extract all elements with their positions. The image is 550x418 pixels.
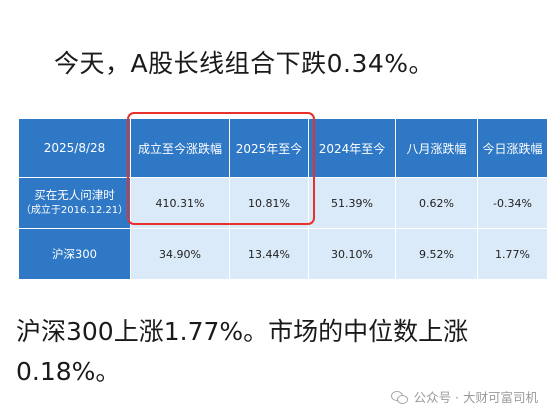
row-name: 买在无人问津时	[34, 188, 115, 202]
summary-line: 沪深300上涨1.77%。市场的中位数上涨	[16, 317, 469, 346]
headline: 今天，A股长线组合下跌0.34%。	[54, 49, 435, 78]
table-header-row: 2025/8/28 成立至今涨跌幅 2025年至今 2024年至今 八月涨跌幅 …	[18, 118, 548, 178]
table-cell: 410.31%	[130, 177, 230, 229]
table-corner-date: 2025/8/28	[18, 118, 131, 178]
column-header: 2024年至今	[308, 118, 396, 178]
table-cell: 9.52%	[395, 228, 478, 280]
summary-line: 0.18%。	[16, 357, 121, 386]
summary-paragraph: 沪深300上涨1.77%。市场的中位数上涨 0.18%。	[16, 312, 536, 392]
table-cell: -0.34%	[477, 177, 548, 229]
column-header: 成立至今涨跌幅	[130, 118, 230, 178]
column-header: 2025年至今	[229, 118, 309, 178]
watermark: 公众号 · 大财可富司机	[390, 387, 538, 406]
column-header: 八月涨跌幅	[395, 118, 478, 178]
column-header: 今日涨跌幅	[477, 118, 548, 178]
row-subtitle: （成立于2016.12.21）	[20, 205, 129, 216]
table-cell: 34.90%	[130, 228, 230, 280]
wechat-icon	[390, 390, 408, 404]
row-name: 沪深300	[52, 247, 97, 261]
watermark-text: 公众号 · 大财可富司机	[413, 390, 538, 405]
table-row: 买在无人问津时 （成立于2016.12.21） 410.31% 10.81% 5…	[18, 177, 548, 229]
table-cell: 30.10%	[308, 228, 396, 280]
performance-table: 2025/8/28 成立至今涨跌幅 2025年至今 2024年至今 八月涨跌幅 …	[18, 118, 548, 280]
table-cell: 10.81%	[229, 177, 309, 229]
row-header: 买在无人问津时 （成立于2016.12.21）	[18, 177, 131, 229]
row-header: 沪深300	[18, 228, 131, 280]
table-cell: 51.39%	[308, 177, 396, 229]
table-cell: 13.44%	[229, 228, 309, 280]
table-row: 沪深300 34.90% 13.44% 30.10% 9.52% 1.77%	[18, 228, 548, 280]
table-cell: 1.77%	[477, 228, 548, 280]
table-cell: 0.62%	[395, 177, 478, 229]
